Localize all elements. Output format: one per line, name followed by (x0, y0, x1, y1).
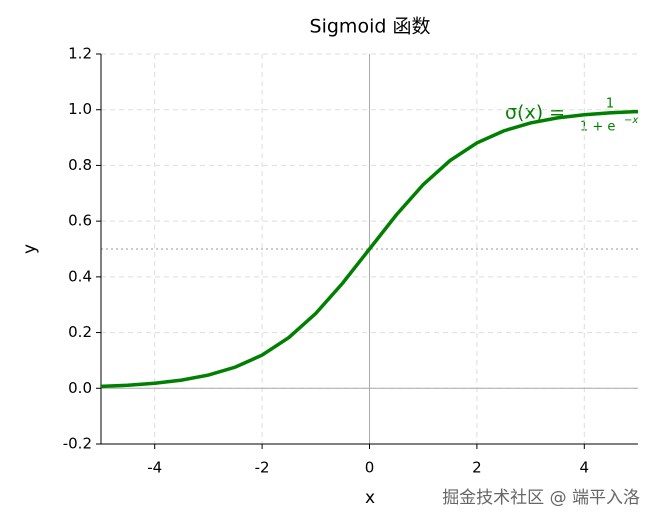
annotation-numerator: 1 (606, 97, 614, 112)
chart-title: Sigmoid 函数 (310, 16, 431, 38)
y-tick-label: 0.2 (68, 323, 92, 341)
y-tick-label: 1.2 (68, 45, 92, 63)
y-tick-label: 0.0 (68, 379, 92, 397)
y-tick-label: 0.8 (68, 156, 92, 174)
watermark: 掘金技术社区 @ 端平入洛 (442, 488, 640, 508)
x-tick-label: 2 (472, 459, 482, 477)
y-tick-label: 0.6 (68, 212, 92, 230)
annotation-lhs: σ(x) = (505, 102, 565, 124)
y-tick-label: -0.2 (63, 435, 92, 453)
y-axis-label: y (20, 244, 40, 254)
line (100, 109, 639, 389)
annotation-denominator: 1 + e (580, 120, 615, 135)
annotation-exponent: −x (624, 115, 638, 126)
x-tick-label: 0 (365, 459, 375, 477)
x-tick-label: -4 (147, 459, 162, 477)
y-tick-label: 1.0 (68, 100, 92, 118)
x-tick-label: -2 (255, 459, 270, 477)
y-tick-label: 0.4 (68, 267, 92, 285)
x-tick-label: 4 (580, 459, 590, 477)
x-axis-label: x (365, 488, 375, 508)
